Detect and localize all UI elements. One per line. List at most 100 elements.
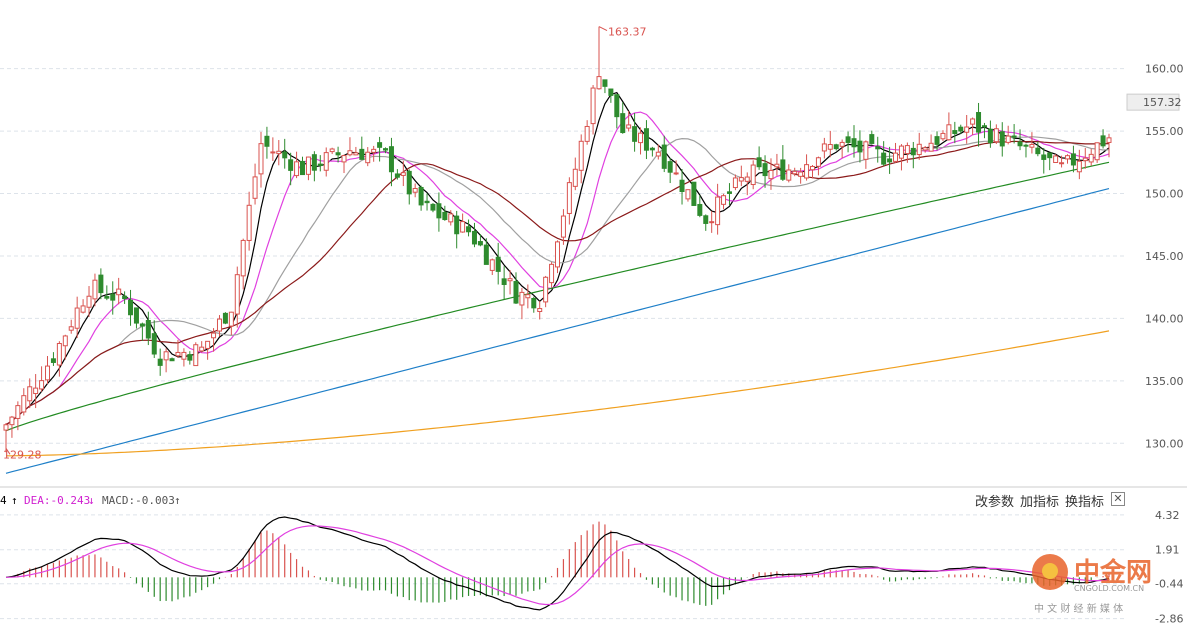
candle-body <box>128 299 134 316</box>
candle-body <box>104 296 110 299</box>
dif-arrow-up-icon: ↑ <box>11 494 18 507</box>
candle-body <box>371 148 377 153</box>
candle-body <box>424 200 430 204</box>
candle-body <box>288 159 294 171</box>
candle-body <box>691 181 697 206</box>
candle-body <box>863 141 869 160</box>
y-tick-label: 155.00 <box>1145 125 1184 138</box>
candle-body <box>1011 135 1017 138</box>
candle-body <box>934 136 940 145</box>
candle-body <box>394 173 400 178</box>
candle-body <box>50 358 56 363</box>
candle-body <box>780 159 786 180</box>
candle-body <box>341 155 347 163</box>
candle-body <box>74 307 80 329</box>
candle-body <box>744 176 750 182</box>
low-annotation: 129.28 <box>3 448 42 461</box>
candle-body <box>661 144 667 169</box>
macd-histogram <box>11 521 1110 606</box>
candle-body <box>477 241 483 246</box>
switch-indicator-button[interactable]: 换指标 <box>1065 495 1105 510</box>
macd-label: MACD:-0.003 <box>102 494 175 507</box>
candle-body <box>448 213 454 223</box>
high-annotation: 163.37 <box>608 26 647 39</box>
macd-y-tick-label: 1.91 <box>1155 544 1180 557</box>
dea-arrow-down-icon: ↓ <box>88 494 95 507</box>
candle-body <box>875 146 881 150</box>
candle-body <box>673 172 679 175</box>
candle-body <box>68 326 74 331</box>
candle-body <box>821 143 827 152</box>
watermark-tagline: 中 文 财 经 新 媒 体 <box>1034 604 1124 615</box>
candlesticks <box>3 26 1112 453</box>
candle-body <box>418 186 424 206</box>
candle-body <box>560 215 566 238</box>
candle-body <box>762 163 768 177</box>
candle-body <box>898 145 904 159</box>
add-indicator-button[interactable]: 加指标 <box>1020 495 1060 510</box>
candle-body <box>697 203 703 216</box>
candle-body <box>471 230 477 245</box>
candle-body <box>300 160 306 176</box>
y-tick-label: 150.00 <box>1145 188 1184 201</box>
candle-body <box>21 395 27 413</box>
candle-body <box>1070 153 1076 166</box>
dif-label: 4 <box>0 494 7 507</box>
candle-body <box>98 274 104 294</box>
macd-lines <box>5 516 1110 611</box>
candle-body <box>964 126 970 133</box>
candle-body <box>80 305 86 313</box>
candle-body <box>33 387 39 395</box>
candle-body <box>922 147 928 151</box>
candle-body <box>466 226 472 233</box>
candle-body <box>543 276 549 303</box>
candle-body <box>305 156 311 175</box>
candle-body <box>133 307 139 324</box>
candle-body <box>116 288 122 296</box>
candle-body <box>1041 154 1047 160</box>
price-axis: 160.00 155.00 150.00 145.00 140.00 135.00 130.… <box>1126 63 1184 450</box>
candle-body <box>952 130 958 135</box>
candle-body <box>211 332 217 339</box>
macd-axis: 4.32 1.91 -0.44 -2.86 <box>1155 509 1183 625</box>
candle-body <box>958 126 964 132</box>
candle-body <box>584 125 590 142</box>
candle-body <box>620 113 626 134</box>
candle-body <box>335 152 341 156</box>
candle-body <box>110 293 116 301</box>
candle-body <box>970 118 976 125</box>
candle-body <box>1059 162 1065 165</box>
candle-body <box>614 94 620 118</box>
last-price-box <box>1126 93 1180 111</box>
candle-body <box>578 140 584 171</box>
candle-body <box>45 365 51 381</box>
candle-body <box>406 170 412 195</box>
candle-body <box>845 136 851 143</box>
candle-body <box>721 195 727 205</box>
watermark-domain: CNGOLD.COM.CN <box>1074 584 1145 593</box>
candle-body <box>282 151 288 159</box>
candle-body <box>549 263 555 284</box>
candle-body <box>756 157 762 168</box>
candle-body <box>685 189 691 200</box>
candle-body <box>833 144 839 150</box>
candle-body <box>454 215 460 235</box>
candle-body <box>827 144 833 150</box>
candle-body <box>62 335 68 347</box>
candle-body <box>501 278 507 285</box>
candle-body <box>839 141 845 147</box>
candle-body <box>39 380 45 390</box>
candle-body <box>175 351 181 357</box>
last-price-label: 157.32 <box>1143 96 1182 109</box>
close-icon[interactable]: ✕ <box>1111 492 1125 506</box>
candle-body <box>750 164 756 186</box>
candle-body <box>519 291 525 306</box>
candle-body <box>993 128 999 143</box>
candle-body <box>1106 137 1112 143</box>
candle-body <box>602 79 608 87</box>
price-annotations: 163.37 129.28 <box>3 26 647 462</box>
candle-body <box>1082 157 1088 162</box>
candle-body <box>246 204 252 241</box>
change-params-button[interactable]: 改参数 <box>975 495 1015 510</box>
